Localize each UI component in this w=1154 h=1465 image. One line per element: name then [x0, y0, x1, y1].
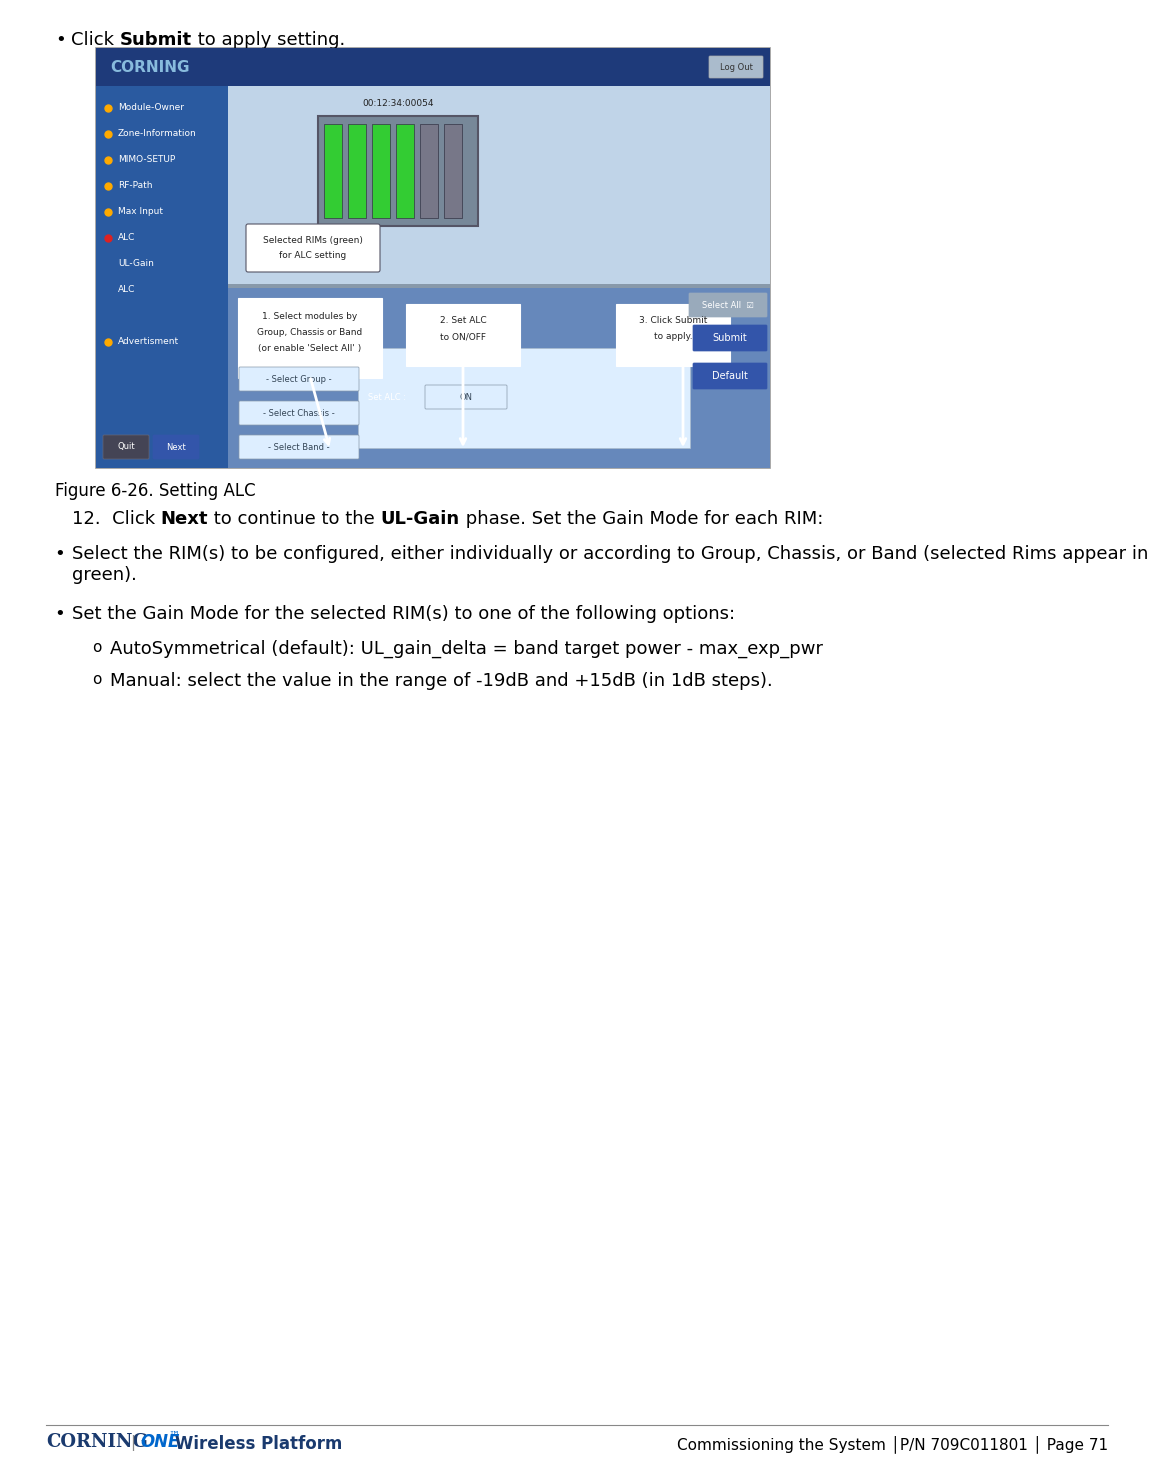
Text: Log Out: Log Out	[720, 63, 752, 72]
FancyBboxPatch shape	[406, 305, 520, 366]
Text: Submit: Submit	[713, 333, 748, 343]
Text: RF-Path: RF-Path	[118, 182, 152, 190]
Text: Module-Owner: Module-Owner	[118, 104, 183, 113]
Text: •: •	[54, 605, 65, 623]
Bar	[228, 286, 770, 467]
FancyBboxPatch shape	[689, 293, 767, 316]
Text: CORNING: CORNING	[46, 1433, 148, 1450]
Bar	[396, 125, 414, 218]
Text: •: •	[55, 31, 66, 48]
Text: Quit: Quit	[118, 442, 135, 451]
FancyBboxPatch shape	[238, 297, 382, 378]
Bar	[96, 48, 770, 467]
Text: Next: Next	[160, 510, 209, 527]
Text: Click: Click	[72, 31, 120, 48]
Text: ALC: ALC	[118, 233, 135, 243]
Bar	[324, 125, 342, 218]
Bar	[420, 125, 439, 218]
FancyBboxPatch shape	[239, 368, 359, 391]
Text: ALC: ALC	[118, 286, 135, 294]
Text: Figure 6-26. Setting ALC: Figure 6-26. Setting ALC	[55, 482, 256, 500]
Bar	[96, 48, 770, 86]
Text: MIMO-SETUP: MIMO-SETUP	[118, 155, 175, 164]
Text: AutoSymmetrical (default): UL_gain_delta = band target power - max_exp_pwr: AutoSymmetrical (default): UL_gain_delta…	[110, 640, 823, 658]
Text: Group, Chassis or Band: Group, Chassis or Band	[257, 328, 362, 337]
Text: - Select Band -: - Select Band -	[268, 442, 330, 451]
Text: - Select Group -: - Select Group -	[267, 375, 332, 384]
Text: to continue to the: to continue to the	[209, 510, 381, 527]
Text: Default: Default	[712, 371, 748, 381]
Bar	[96, 86, 228, 467]
Text: |: |	[130, 1436, 135, 1450]
Text: Max Input: Max Input	[118, 208, 163, 217]
Text: 2. Set ALC: 2. Set ALC	[440, 316, 486, 325]
Bar	[358, 349, 690, 448]
Text: CORNING: CORNING	[110, 60, 189, 75]
Text: Set the Gain Mode for the selected RIM(s) to one of the following options:: Set the Gain Mode for the selected RIM(s…	[72, 605, 735, 623]
Text: to ON/OFF: to ON/OFF	[440, 333, 486, 341]
Text: o: o	[92, 672, 102, 687]
FancyBboxPatch shape	[616, 305, 730, 366]
Text: 3. Click Submit: 3. Click Submit	[639, 316, 707, 325]
Text: UL-Gain: UL-Gain	[118, 259, 153, 268]
Text: - Select Chassis -: - Select Chassis -	[263, 409, 335, 418]
Text: Advertisment: Advertisment	[118, 337, 179, 347]
Text: 00:12:34:00054: 00:12:34:00054	[362, 100, 434, 108]
Bar	[228, 284, 770, 289]
Text: Next: Next	[166, 442, 186, 451]
Text: Select the RIM(s) to be configured, either individually or according to Group, C: Select the RIM(s) to be configured, eith…	[72, 545, 1148, 583]
FancyBboxPatch shape	[246, 224, 380, 272]
FancyBboxPatch shape	[694, 325, 767, 352]
FancyBboxPatch shape	[239, 401, 359, 425]
FancyBboxPatch shape	[425, 385, 507, 409]
Text: Wireless Platform: Wireless Platform	[175, 1436, 343, 1453]
FancyBboxPatch shape	[153, 435, 198, 459]
Text: •: •	[54, 545, 65, 563]
Text: Submit: Submit	[120, 31, 192, 48]
FancyBboxPatch shape	[694, 363, 767, 390]
Text: to apply.: to apply.	[653, 333, 692, 341]
Text: 12.  Click: 12. Click	[72, 510, 160, 527]
Text: Select All  ☑: Select All ☑	[702, 300, 754, 309]
Text: to apply setting.: to apply setting.	[192, 31, 345, 48]
FancyBboxPatch shape	[103, 435, 149, 459]
FancyBboxPatch shape	[239, 435, 359, 459]
Text: ON: ON	[459, 393, 472, 401]
Text: for ALC setting: for ALC setting	[279, 251, 346, 259]
Text: Zone-Information: Zone-Information	[118, 129, 196, 139]
FancyBboxPatch shape	[319, 116, 478, 226]
Text: o: o	[92, 640, 102, 655]
Text: Commissioning the System │P/N 709C011801 │ Page 71: Commissioning the System │P/N 709C011801…	[677, 1436, 1108, 1453]
Text: 1. Select modules by: 1. Select modules by	[262, 312, 358, 321]
Bar	[372, 125, 390, 218]
Text: Manual: select the value in the range of -19dB and +15dB (in 1dB steps).: Manual: select the value in the range of…	[110, 672, 773, 690]
Text: UL-Gain: UL-Gain	[381, 510, 460, 527]
Bar	[444, 125, 462, 218]
Text: (or enable 'Select All' ): (or enable 'Select All' )	[258, 344, 361, 353]
Text: ONE: ONE	[140, 1433, 179, 1450]
Bar	[349, 125, 366, 218]
Text: Selected RIMs (green): Selected RIMs (green)	[263, 236, 364, 245]
FancyBboxPatch shape	[709, 56, 763, 78]
Bar	[228, 86, 770, 286]
Text: ™: ™	[168, 1431, 179, 1442]
Text: Set ALC :: Set ALC :	[368, 393, 406, 401]
Text: phase. Set the Gain Mode for each RIM:: phase. Set the Gain Mode for each RIM:	[460, 510, 823, 527]
